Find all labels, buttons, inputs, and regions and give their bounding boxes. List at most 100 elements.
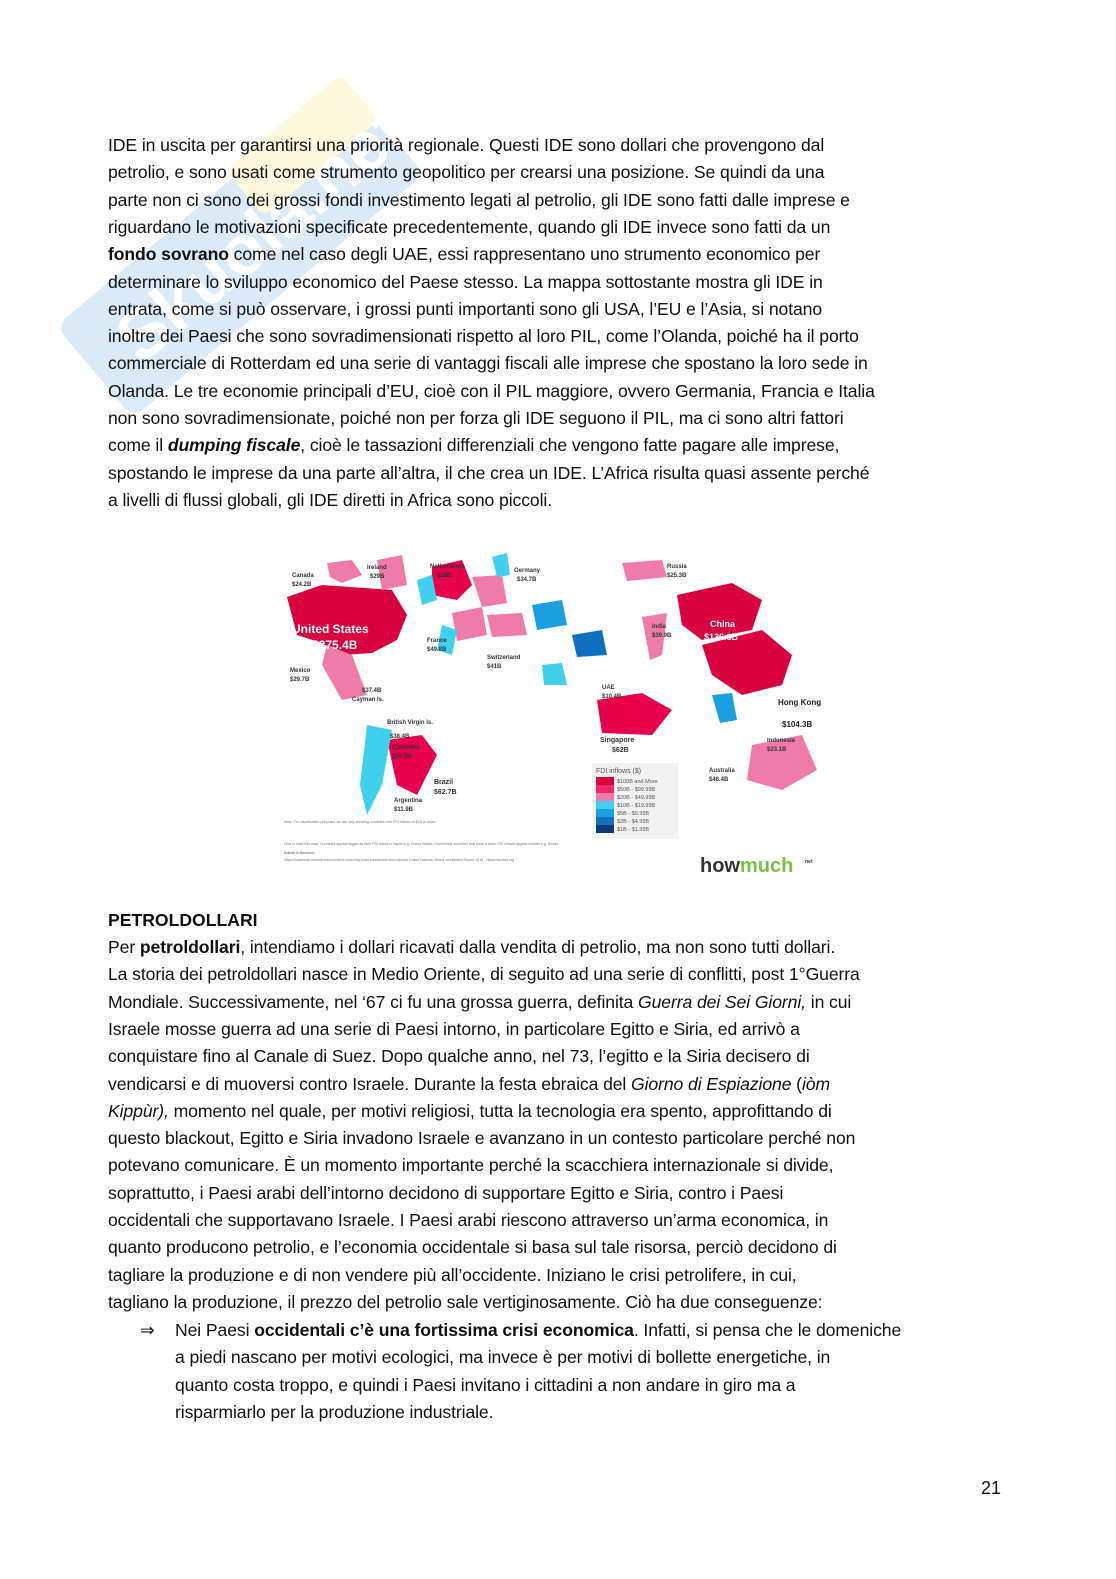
text-run: Per xyxy=(108,937,140,957)
svg-text:$1B - $1.99B: $1B - $1.99B xyxy=(617,827,649,833)
svg-text:$100B and More: $100B and More xyxy=(617,779,658,785)
text-run: La storia dei petroldollari nasce in Med… xyxy=(108,964,860,985)
text-line: occidentali che supportavano Israele. I … xyxy=(108,1210,828,1231)
svg-text:Argentina: Argentina xyxy=(394,798,423,804)
svg-text:Netherlands: Netherlands xyxy=(430,564,465,570)
text-line: tagliano la produzione, il prezzo del pe… xyxy=(108,1291,823,1313)
svg-text:$50B - $99.99B: $50B - $99.99B xyxy=(617,787,656,793)
svg-text:Canada: Canada xyxy=(292,573,314,579)
svg-text:United States: United States xyxy=(292,622,369,636)
text-run: Guerra dei Sei Giorni, xyxy=(638,991,806,1012)
text-line: a piedi nascano per motivi ecologici, ma… xyxy=(175,1347,830,1368)
text-run: petroldollari xyxy=(139,937,241,957)
text-run: a piedi nascano per motivi ecologici, ma… xyxy=(175,1347,831,1368)
svg-text:India: India xyxy=(652,624,667,630)
svg-text:UAE: UAE xyxy=(602,685,615,691)
svg-text:Colombia: Colombia xyxy=(392,745,420,751)
text-run: , cioè le tassazioni differenziali che v… xyxy=(300,435,840,456)
text-run: a livelli di flussi globali, gli IDE dir… xyxy=(108,489,552,510)
double-arrow-right-icon: ⇒ xyxy=(140,1320,155,1340)
text-run: non sono sovradimensionate, poiché non p… xyxy=(108,408,844,428)
text-line: riguardano le motivazioni specificate pr… xyxy=(108,217,830,238)
svg-text:Article & Sources:: Article & Sources: xyxy=(284,851,315,855)
svg-text:Russia: Russia xyxy=(667,564,687,570)
text-run: tagliare la produzione e di non vendere … xyxy=(108,1264,797,1285)
text-line: questo blackout, Egitto e Siria invadono… xyxy=(108,1128,855,1149)
text-line: tagliare la produzione e di non vendere … xyxy=(108,1265,797,1286)
svg-text:$62.7B: $62.7B xyxy=(434,789,457,796)
svg-text:$10.4B: $10.4B xyxy=(602,694,622,700)
svg-text:$23.1B: $23.1B xyxy=(767,747,787,753)
text-line: entrata, come si può osservare, i grossi… xyxy=(108,299,822,320)
map-labels: Canada $24.2B Ireland $29B Netherlands $58B… xyxy=(290,564,821,813)
svg-text:$2B - $4.99B: $2B - $4.99B xyxy=(617,819,649,825)
svg-text:Note: For visualization purpos: Note: For visualization purposes we are … xyxy=(284,820,436,824)
svg-text:$49.8B: $49.8B xyxy=(427,647,447,653)
text-line: Per petroldollari, intendiamo i dollari … xyxy=(108,937,835,958)
text-line: petrolio, e sono usati come strumento ge… xyxy=(108,162,825,183)
svg-text:China: China xyxy=(710,619,736,629)
svg-text:$104.3B: $104.3B xyxy=(782,720,812,729)
text-run: occidentali c’è una fortissima crisi eco… xyxy=(254,1320,634,1340)
text-line: quanto costa troppo, e quindi i Paesi in… xyxy=(175,1375,796,1396)
text-run: fondo sovrano xyxy=(108,244,229,265)
text-line: Israele mosse guerra ad una serie di Pae… xyxy=(108,1019,800,1040)
page-number: 21 xyxy=(981,1478,1002,1498)
map-legend: FDI inflows ($) $100B and More $50B - $9… xyxy=(592,763,678,839)
text-run: Giorno di Espiazione xyxy=(631,1073,792,1094)
text-line: determinare lo sviluppo economico del Pa… xyxy=(108,272,823,293)
svg-text:$5B - $9.99B: $5B - $9.99B xyxy=(617,811,649,817)
text-run: conquistare fino al Canale di Suez. Dopo… xyxy=(108,1046,810,1067)
text-run: , intendiamo i dollari ricavati dalla ve… xyxy=(240,937,836,957)
svg-text:$37.4B: $37.4B xyxy=(362,688,382,694)
svg-text:Brazil: Brazil xyxy=(434,779,453,786)
text-run: ( xyxy=(791,1073,802,1094)
text-line: Olanda. Le tre economie principali d’EU,… xyxy=(108,381,875,402)
svg-text:https://howmuch.net/articles/c: https://howmuch.net/articles/countries-r… xyxy=(284,858,514,862)
text-run: parte non ci sono dei grossi fondi inves… xyxy=(108,189,850,210)
text-run: iòm xyxy=(801,1073,831,1094)
text-line: non sono sovradimensionate, poiché non p… xyxy=(108,408,844,429)
text-line: come il dumping fiscale, cioè le tassazi… xyxy=(108,435,839,456)
text-run: dumping fiscale xyxy=(167,435,301,456)
svg-text:$25.3B: $25.3B xyxy=(667,573,687,579)
text-line: quanto producono petrolio, e l’economia … xyxy=(108,1237,837,1258)
svg-text:$34.7B: $34.7B xyxy=(517,577,537,583)
map-notes: Note: For visualization purposes we are … xyxy=(284,820,559,862)
svg-text:British Virgin Is.: British Virgin Is. xyxy=(387,720,433,726)
svg-text:howmuch: howmuch xyxy=(700,855,793,877)
svg-text:$136.3B: $136.3B xyxy=(704,632,739,642)
howmuch-logo: howmuch net xyxy=(700,855,813,877)
text-run: tagliano la produzione, il prezzo del pe… xyxy=(108,1291,823,1312)
text-run: spostando le imprese da una parte all’al… xyxy=(108,462,870,483)
text-run: come il xyxy=(108,435,168,456)
svg-text:$14.5B: $14.5B xyxy=(392,754,412,760)
text-line: risparmiarlo per la produzione industria… xyxy=(175,1402,494,1423)
svg-text:$39.9B: $39.9B xyxy=(652,633,672,639)
text-run: commerciale di Rotterdam ed una serie di… xyxy=(108,353,868,374)
svg-text:Germany: Germany xyxy=(514,568,541,574)
svg-text:Cayman Is.: Cayman Is. xyxy=(352,697,384,703)
text-run: questo blackout, Egitto e Siria invadono… xyxy=(108,1128,856,1149)
svg-text:Singapore: Singapore xyxy=(600,737,634,744)
text-run: in cui xyxy=(805,991,852,1012)
text-run: come nel caso degli UAE, essi rappresent… xyxy=(228,244,821,265)
text-line: conquistare fino al Canale di Suez. Dopo… xyxy=(108,1046,810,1067)
text-run: potevano comunicare. È un momento import… xyxy=(108,1155,834,1176)
text-run: Israele mosse guerra ad una serie di Pae… xyxy=(108,1018,800,1039)
text-run: . Infatti, si pensa che le domeniche xyxy=(633,1320,902,1340)
text-run: Mondiale. Successivamente, nel ‘67 ci fu… xyxy=(108,991,639,1012)
text-run: vendicarsi e di muoversi contro Israele.… xyxy=(108,1073,632,1094)
text-line: parte non ci sono dei grossi fondi inves… xyxy=(108,190,850,211)
text-line: vendicarsi e di muoversi contro Israele.… xyxy=(108,1074,830,1095)
text-line: inoltre dei Paesi che sono sovradimensio… xyxy=(108,326,859,347)
text-run: quanto costa troppo, e quindi i Paesi in… xyxy=(175,1374,796,1395)
svg-text:Australia: Australia xyxy=(709,768,735,774)
svg-text:Mexico: Mexico xyxy=(290,668,311,674)
fdi-inflows-map-image: Canada $24.2B Ireland $29B Netherlands $58B… xyxy=(284,553,821,877)
text-run: riguardano le motivazioni specificate pr… xyxy=(108,216,831,237)
svg-text:$41B: $41B xyxy=(487,664,502,670)
svg-text:Ireland: Ireland xyxy=(367,565,387,571)
svg-text:How to read this map: Countrie: How to read this map: Countries appear b… xyxy=(284,842,559,846)
svg-text:$29.7B: $29.7B xyxy=(290,677,310,683)
